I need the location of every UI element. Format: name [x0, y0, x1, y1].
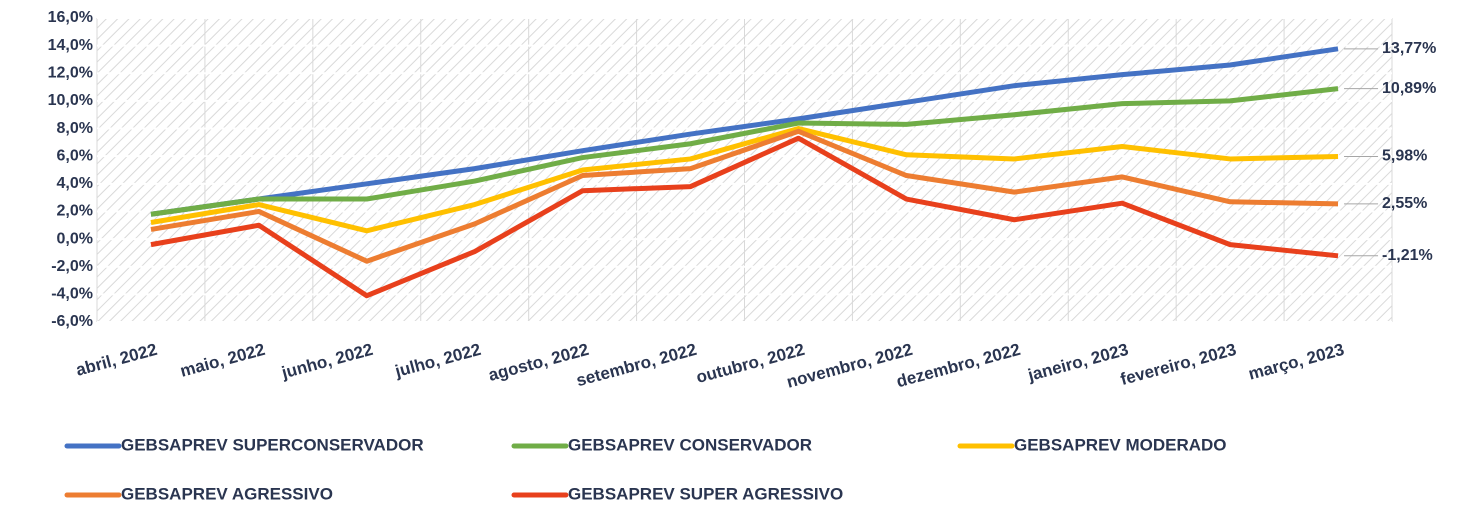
x-tick-label: maio, 2022: [178, 340, 267, 381]
y-tick-label: -4,0%: [51, 286, 93, 303]
x-tick-label: dezembro, 2022: [894, 340, 1022, 391]
y-tick-label: 0,0%: [57, 230, 93, 247]
x-tick-label: novembro, 2022: [785, 340, 915, 392]
y-tick-label: 4,0%: [57, 175, 93, 192]
y-tick-label: -6,0%: [51, 313, 93, 330]
series-line: [150, 128, 1339, 264]
legend-label: GEBSAPREV SUPERCONSERVADOR: [121, 435, 424, 454]
data-label: 5,98%: [1382, 148, 1427, 165]
y-tick-label: 8,0%: [57, 120, 93, 137]
legend-label: GEBSAPREV CONSERVADOR: [568, 435, 812, 454]
x-tick-label: junho, 2022: [279, 340, 375, 383]
y-tick-label: 6,0%: [57, 147, 93, 164]
series-line: [150, 126, 1339, 234]
legend-label: GEBSAPREV SUPER AGRESSIVO: [568, 484, 843, 503]
x-tick-label: abril, 2022: [74, 340, 159, 380]
x-tick-label: fevereiro, 2023: [1118, 340, 1238, 389]
legend-label: GEBSAPREV AGRESSIVO: [121, 484, 333, 503]
data-label: 10,89%: [1382, 80, 1436, 97]
x-tick-label: março, 2023: [1246, 340, 1346, 384]
y-tick-label: 2,0%: [57, 203, 93, 220]
series-line: [150, 46, 1339, 217]
x-tick-label: janeiro, 2023: [1025, 340, 1130, 385]
data-label: 13,77%: [1382, 40, 1436, 57]
data-label: -1,21%: [1382, 247, 1433, 264]
y-tick-label: 12,0%: [48, 64, 93, 81]
legend-label: GEBSAPREV MODERADO: [1014, 435, 1227, 454]
y-tick-label: 14,0%: [48, 37, 93, 54]
x-tick-label: setembro, 2022: [574, 340, 698, 390]
series-line: [150, 86, 1339, 217]
x-tick-label: julho, 2022: [392, 340, 483, 381]
y-tick-label: -2,0%: [51, 258, 93, 275]
series-line: [150, 135, 1339, 299]
data-label: 2,55%: [1382, 195, 1427, 212]
y-tick-label: 10,0%: [48, 92, 93, 109]
y-tick-label: 16,0%: [48, 9, 93, 26]
